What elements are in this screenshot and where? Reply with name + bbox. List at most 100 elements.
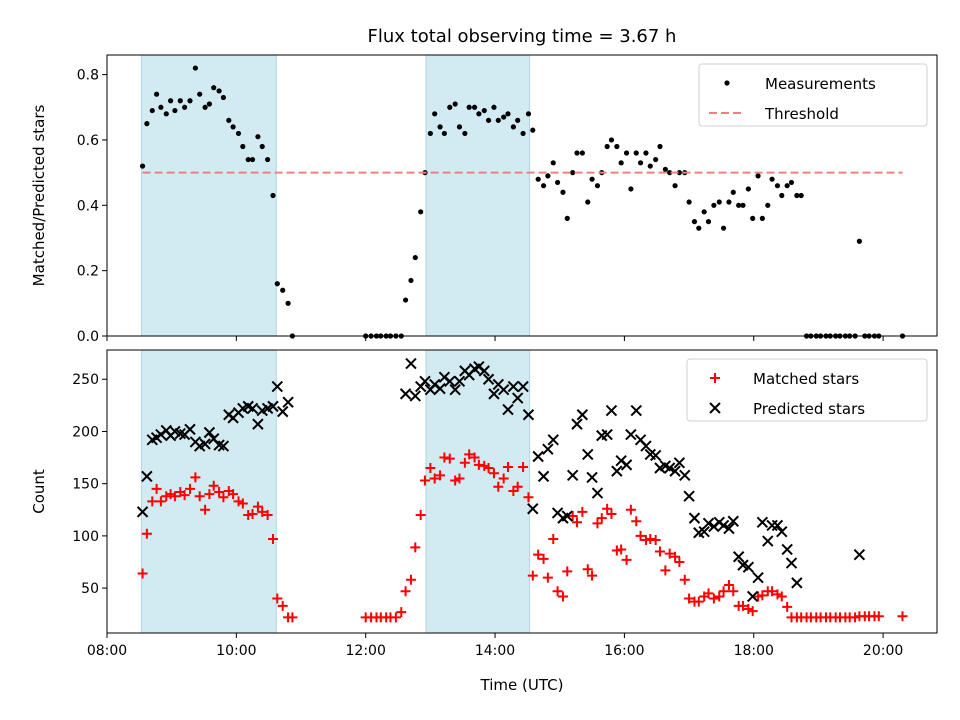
data-point [456,124,463,130]
data-point [141,470,153,483]
data-point [684,593,695,604]
data-point [491,104,497,110]
data-point [453,375,466,388]
data-point [510,124,516,130]
data-point [532,450,544,463]
data-point [444,375,456,388]
legend-label: Matched stars [753,370,859,388]
data-point [742,561,755,573]
data-point [449,383,461,396]
data-point [211,85,217,91]
data-point [698,525,710,538]
data-point [647,163,653,169]
shaded-interval-1 [140,54,277,337]
data-point [756,516,769,529]
legend-label: Predicted stars [753,400,865,418]
data-point [670,551,681,562]
data-point [676,170,682,176]
data-point [720,225,727,231]
data-point [512,481,523,492]
data-point [635,530,646,541]
ratio-panel: 0.0 0.2 0.4 0.6 0.8 Matched/Predicted stars Me… [30,54,938,345]
x-tick-label: 16:00 [604,643,644,659]
data-point [485,117,492,123]
data-point [602,503,613,514]
data-point [601,428,613,441]
data-point [237,498,248,509]
data-point [441,130,447,137]
data-point [873,611,884,622]
data-point [570,170,576,176]
data-point [611,465,623,477]
data-point [554,179,561,186]
data-point [747,606,758,617]
data-point [405,357,417,370]
data-point [268,534,278,545]
data-point [390,612,401,623]
data-point [587,570,598,581]
data-point [240,143,246,150]
plot-frame [106,349,938,634]
data-point [427,130,433,137]
data-point [552,586,563,597]
data-point [637,160,644,166]
data-point [633,150,639,156]
data-point [276,405,289,418]
x-tick-label: 20:00 [863,643,903,659]
data-point [522,409,535,421]
data-point [502,461,513,472]
data-point [649,449,662,462]
data-point [452,101,458,107]
data-point [208,480,219,491]
data-point [158,104,164,110]
data-point [515,117,521,123]
data-point [272,593,283,604]
data-point [187,98,193,104]
data-point [762,535,774,547]
data-point [172,107,178,114]
data-point [625,504,636,515]
data-point [429,473,440,484]
data-point [473,459,484,470]
data-point [759,215,765,221]
data-point [727,515,739,527]
data-point [246,402,259,415]
y-tick-label: 150 [72,477,99,493]
data-point [249,156,256,163]
data-point [853,548,866,561]
data-point [542,443,554,455]
data-point [640,440,652,452]
data-point [523,492,534,503]
data-point [856,238,862,244]
data-point [548,534,559,545]
y-axis-label: Count [30,469,48,514]
data-point [623,150,630,156]
data-point [151,483,162,494]
data-point [505,111,511,117]
data-point [525,111,532,117]
data-point [530,127,536,133]
data-point [495,117,501,123]
data-point [589,176,595,182]
legend: Measurements Threshold [698,63,928,127]
data-point [206,101,213,107]
data-point [723,579,734,590]
data-point [679,574,690,585]
data-point [270,192,276,199]
data-point [703,588,714,599]
data-point [247,508,258,519]
data-point [702,517,715,530]
data-point [746,590,759,603]
data-point [137,568,148,579]
data-point [561,510,573,522]
data-point [788,179,795,186]
data-point [606,508,617,519]
data-point [616,544,627,555]
data-point [745,186,751,192]
data-point [567,511,578,522]
data-point [537,470,550,483]
x-axis-label: Time (UTC) [480,676,564,694]
data-point [493,481,504,492]
data-point [147,496,158,507]
data-point [730,189,736,195]
